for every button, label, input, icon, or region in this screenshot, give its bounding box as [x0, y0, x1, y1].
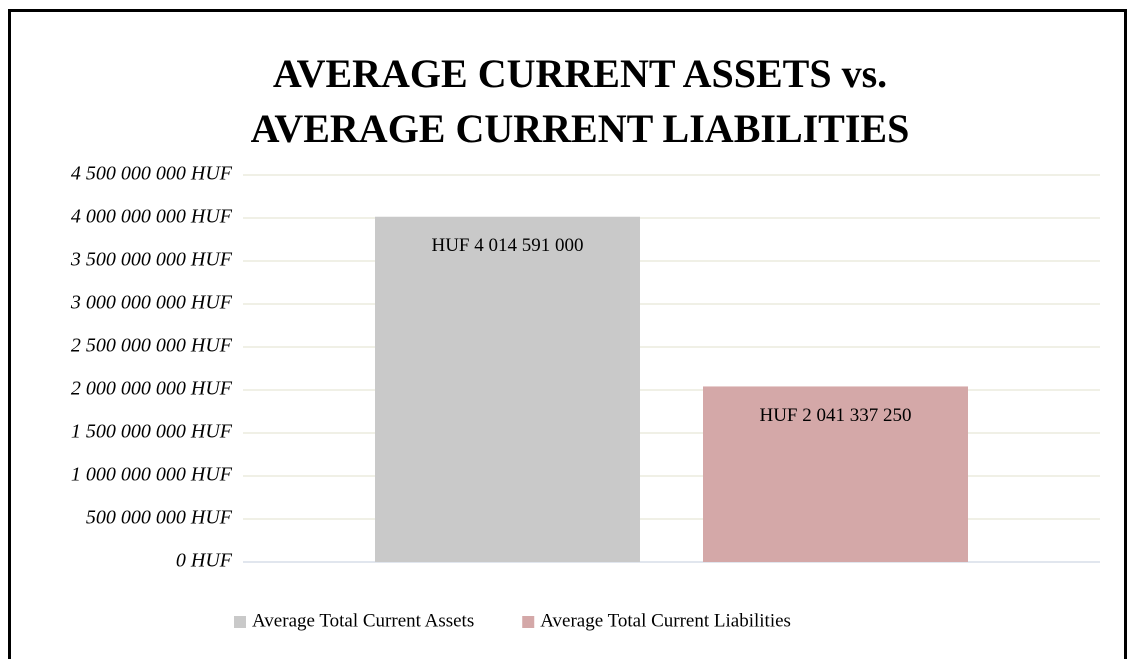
legend-label: Average Total Current Liabilities [540, 610, 791, 631]
y-tick-label: 1 500 000 000 HUF [71, 421, 233, 443]
y-tick-label: 3 500 000 000 HUF [70, 249, 233, 271]
data-label: HUF 4 014 591 000 [431, 235, 583, 256]
bar [703, 386, 968, 562]
y-tick-label: 0 HUF [176, 550, 233, 572]
chart-title: AVERAGE CURRENT ASSETS vs. [273, 51, 887, 96]
legend-swatch [234, 616, 246, 628]
legend-swatch [522, 616, 535, 628]
frame [8, 9, 1127, 659]
y-tick-label: 2 500 000 000 HUF [71, 335, 233, 357]
y-tick-label: 2 000 000 000 HUF [71, 378, 233, 400]
y-tick-label: 3 000 000 000 HUF [70, 292, 233, 314]
chart-title: AVERAGE CURRENT LIABILITIES [251, 106, 910, 151]
data-label: HUF 2 041 337 250 [759, 405, 911, 426]
y-tick-label: 4 000 000 000 HUF [71, 206, 233, 228]
y-tick-label: 4 500 000 000 HUF [71, 163, 233, 185]
y-tick-label: 1 000 000 000 HUF [71, 464, 233, 486]
y-tick-label: 500 000 000 HUF [86, 507, 233, 529]
legend-label: Average Total Current Assets [252, 610, 474, 631]
bar [375, 216, 640, 562]
